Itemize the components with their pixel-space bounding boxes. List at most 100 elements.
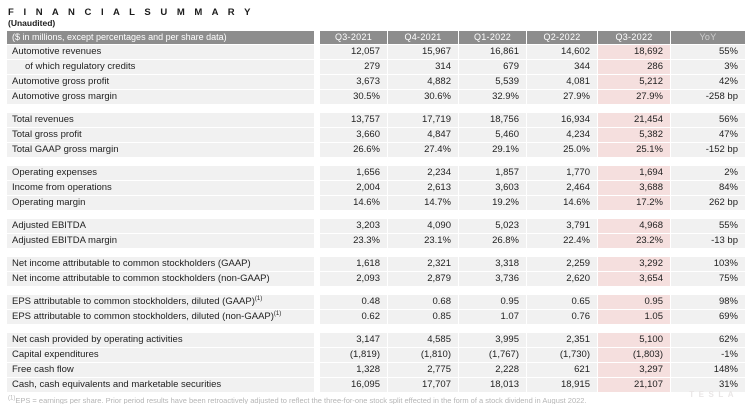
- row-label: Net cash provided by operating activitie…: [7, 333, 314, 347]
- column-divider: [315, 181, 319, 195]
- cell-value: 55%: [671, 45, 745, 59]
- cell-value: 103%: [671, 257, 745, 271]
- page-title: F I N A N C I A L S U M M A R Y: [8, 7, 254, 18]
- cell-value: 2,351: [527, 333, 597, 347]
- cell-value: 30.5%: [320, 90, 387, 104]
- cell-value: -13 bp: [671, 234, 745, 248]
- table-row: Automotive revenues 12,057 15,967 16,861 14,…: [7, 45, 745, 59]
- cell-value: (1,767): [459, 348, 526, 362]
- cell-value: 3,660: [320, 128, 387, 142]
- cell-value: 5,023: [459, 219, 526, 233]
- cell-value: 0.65: [527, 295, 597, 309]
- cell-value: 25.1%: [598, 143, 670, 157]
- cell-value: 4,847: [388, 128, 458, 142]
- cell-value: (1,730): [527, 348, 597, 362]
- cell-value: 314: [388, 60, 458, 74]
- cell-value: 0.95: [598, 295, 670, 309]
- cell-value: 2,228: [459, 363, 526, 377]
- cell-value: 1.05: [598, 310, 670, 324]
- cell-value: 286: [598, 60, 670, 74]
- cell-value: 75%: [671, 272, 745, 286]
- cell-value: 3,736: [459, 272, 526, 286]
- cell-value: (1,803): [598, 348, 670, 362]
- row-label: Total revenues: [7, 113, 314, 127]
- cell-value: 3,292: [598, 257, 670, 271]
- cell-value: 14.6%: [527, 196, 597, 210]
- table-row: Cash, cash equivalents and marketable se…: [7, 378, 745, 392]
- cell-value: 2,620: [527, 272, 597, 286]
- column-divider: [315, 113, 319, 127]
- cell-value: 15,967: [388, 45, 458, 59]
- cell-value: -1%: [671, 348, 745, 362]
- cell-value: 30.6%: [388, 90, 458, 104]
- section-spacer: [7, 211, 745, 219]
- cell-value: 27.4%: [388, 143, 458, 157]
- cell-value: -152 bp: [671, 143, 745, 157]
- cell-value: 2,004: [320, 181, 387, 195]
- cell-value: 3,203: [320, 219, 387, 233]
- cell-value: 55%: [671, 219, 745, 233]
- column-divider: [315, 219, 319, 233]
- cell-value: 29.1%: [459, 143, 526, 157]
- row-label: Total gross profit: [7, 128, 314, 142]
- table-row: Income from operations 2,004 2,613 3,603 2,4…: [7, 181, 745, 195]
- row-label: Adjusted EBITDA: [7, 219, 314, 233]
- cell-value: 22.4%: [527, 234, 597, 248]
- table-row: Automotive gross profit 3,673 4,882 5,539 4,…: [7, 75, 745, 89]
- cell-value: 12,057: [320, 45, 387, 59]
- cell-value: 2,259: [527, 257, 597, 271]
- cell-value: 4,090: [388, 219, 458, 233]
- section-spacer: [7, 325, 745, 333]
- column-header-yoy: YoY: [671, 31, 745, 44]
- table-row: Operating margin 14.6% 14.7% 19.2% 14.6% 17.2…: [7, 196, 745, 210]
- footnote-text: EPS = earnings per share. Prior period r…: [15, 396, 587, 404]
- cell-value: 1,694: [598, 166, 670, 180]
- cell-value: 0.95: [459, 295, 526, 309]
- column-divider: [315, 45, 319, 59]
- cell-value: 47%: [671, 128, 745, 142]
- cell-value: 17,719: [388, 113, 458, 127]
- cell-value: 0.76: [527, 310, 597, 324]
- row-label: Automotive gross margin: [7, 90, 314, 104]
- column-divider: [315, 363, 319, 377]
- cell-value: 1,328: [320, 363, 387, 377]
- row-label: Net income attributable to common stockh…: [7, 257, 314, 271]
- table-row: Net income attributable to common stockh…: [7, 272, 745, 286]
- cell-value: 26.8%: [459, 234, 526, 248]
- cell-value: 18,756: [459, 113, 526, 127]
- cell-value: 14.6%: [320, 196, 387, 210]
- label-superscript: (1): [273, 310, 282, 317]
- cell-value: 23.3%: [320, 234, 387, 248]
- column-divider: [315, 196, 319, 210]
- row-label: Adjusted EBITDA margin: [7, 234, 314, 248]
- table-row: Total gross profit 3,660 4,847 5,460 4,234 5,…: [7, 128, 745, 142]
- column-divider: [315, 272, 319, 286]
- cell-value: 19.2%: [459, 196, 526, 210]
- column-divider: [315, 378, 319, 392]
- cell-value: 3,147: [320, 333, 387, 347]
- column-divider: [315, 295, 319, 309]
- cell-value: 3%: [671, 60, 745, 74]
- cell-value: 2,879: [388, 272, 458, 286]
- cell-value: -258 bp: [671, 90, 745, 104]
- cell-value: 4,585: [388, 333, 458, 347]
- cell-value: 16,861: [459, 45, 526, 59]
- column-divider: [315, 333, 319, 347]
- cell-value: 1,656: [320, 166, 387, 180]
- footnote-superscript: (1): [8, 395, 16, 402]
- cell-value: 4,968: [598, 219, 670, 233]
- table-row: Total revenues 13,757 17,719 18,756 16,934 21…: [7, 113, 745, 127]
- row-label: Cash, cash equivalents and marketable se…: [7, 378, 314, 392]
- cell-value: 98%: [671, 295, 745, 309]
- cell-value: 17,707: [388, 378, 458, 392]
- column-divider: [315, 234, 319, 248]
- row-label: Income from operations: [7, 181, 314, 195]
- column-divider: [315, 60, 319, 74]
- cell-value: 621: [527, 363, 597, 377]
- row-label: Net income attributable to common stockh…: [7, 272, 314, 286]
- cell-value: 5,212: [598, 75, 670, 89]
- cell-value: 18,013: [459, 378, 526, 392]
- table-row: of which regulatory credits 279 314 679 344 2…: [7, 60, 745, 74]
- table-row: Net income attributable to common stockh…: [7, 257, 745, 271]
